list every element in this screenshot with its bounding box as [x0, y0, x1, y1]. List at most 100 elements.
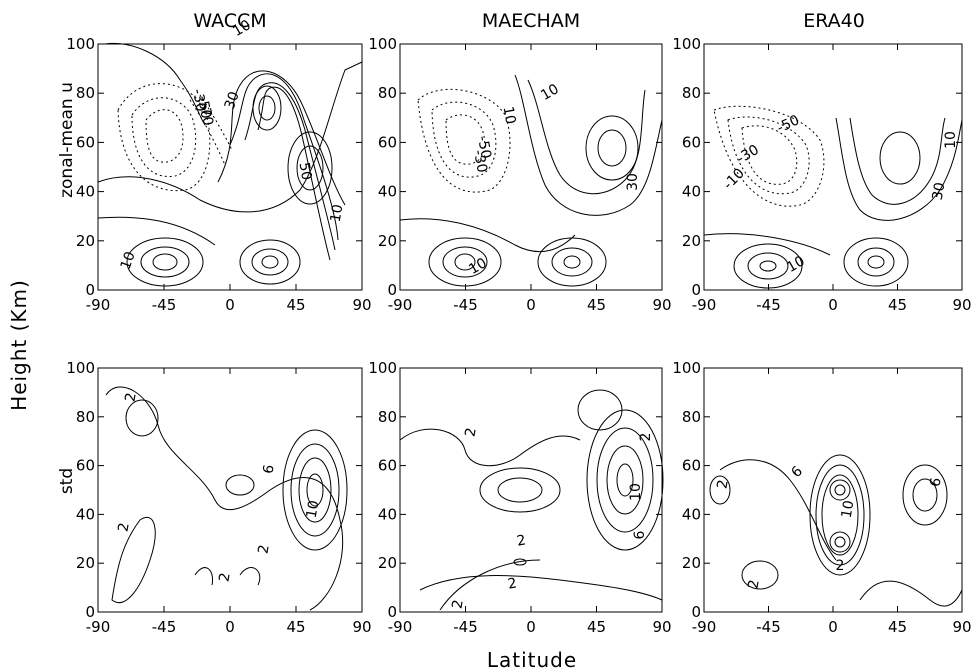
contour-label: 10: [304, 499, 323, 519]
y-tick-label: 40: [76, 183, 95, 201]
x-tick-label: 90: [652, 618, 671, 636]
y-tick-label: 80: [378, 84, 397, 102]
y-tick-label: 100: [672, 359, 701, 377]
x-tick-label: -90: [86, 296, 111, 314]
panel-era40-std: -90 -45 0 45 90 0 20 40 60 80 100 2 2 6 6 10 2: [672, 359, 971, 636]
x-tick-label: 90: [652, 296, 671, 314]
x-tick-label: 45: [888, 296, 907, 314]
contour-label: 2: [255, 544, 272, 556]
contour-label: 10: [118, 250, 139, 272]
row-label-zonal-mean-u: zonal-mean u: [57, 82, 77, 198]
x-tick-label: -45: [453, 296, 478, 314]
y-tick-label: 80: [378, 408, 397, 426]
y-tick-label: 60: [76, 457, 95, 475]
contour-label: 2: [714, 479, 731, 491]
x-tick-label: 45: [888, 618, 907, 636]
contour-label: -10: [720, 165, 747, 192]
x-tick-label: 90: [352, 296, 371, 314]
y-tick-label: 60: [682, 457, 701, 475]
x-tick-label: -90: [692, 618, 717, 636]
x-tick-label: -90: [388, 296, 413, 314]
contours-waccm-u: [97, 42, 363, 287]
y-tick-label: 40: [378, 505, 397, 523]
contours-era40-u: [703, 105, 963, 289]
y-tick-label: 60: [682, 133, 701, 151]
contour-label: -50: [474, 135, 494, 160]
contour-label: 10: [500, 105, 519, 125]
x-tick-label: 90: [952, 618, 971, 636]
y-tick-label: 20: [682, 554, 701, 572]
y-tick-label: 100: [66, 35, 95, 53]
contour-label: 2: [462, 427, 479, 439]
plot-frame: [97, 43, 363, 291]
contour-label: 10: [466, 255, 489, 278]
x-tick-label: 45: [587, 618, 606, 636]
contours-era40-std: [709, 454, 963, 607]
contour-label: 2: [115, 522, 132, 534]
y-tick-label: 0: [85, 603, 95, 621]
y-tick-label: 100: [66, 359, 95, 377]
contours-waccm-std: [105, 386, 348, 611]
y-tick-label: 80: [682, 408, 701, 426]
contour-label: 2: [516, 532, 528, 549]
panel-maecham-u: -90 -45 0 45 90 0 20 40 60 80 100 10 10 30 -30-50 10: [368, 35, 671, 314]
contour-label: 6: [927, 476, 944, 488]
contour-label: 10: [328, 203, 347, 223]
panel-waccm-std: -90 -45 0 45 90 0 20 40 60 80 100 2 2 2 2 6 10: [66, 359, 371, 636]
contour-label: 10: [839, 499, 858, 519]
contour-label: -30: [470, 149, 490, 174]
contour-label: 6: [788, 463, 806, 481]
x-tick-label: 0: [828, 296, 838, 314]
y-tick-label: 0: [691, 603, 701, 621]
x-tick-label: 0: [828, 618, 838, 636]
y-axis-label: Height (Km): [7, 279, 31, 411]
x-tick-label: -45: [152, 618, 177, 636]
plot-frame: [703, 367, 963, 613]
contour-label: 10: [230, 17, 253, 40]
x-axis-label: Latitude: [487, 648, 577, 671]
y-tick-label: 60: [378, 133, 397, 151]
y-tick-label: 20: [682, 232, 701, 250]
title-maecham: MAECHAM: [482, 10, 580, 32]
panel-waccm-u: -90 -45 0 45 900204060801001010305010-30-50-…: [66, 17, 371, 314]
x-tick-label: -45: [152, 296, 177, 314]
x-tick-label: 45: [286, 296, 305, 314]
y-tick-label: 20: [76, 232, 95, 250]
y-tick-label: 40: [682, 183, 701, 201]
contour-label: 10: [538, 81, 561, 104]
contours-maecham-u: [399, 74, 663, 287]
y-tick-label: 0: [691, 281, 701, 299]
x-tick-label: 0: [526, 296, 536, 314]
contour-label: 2: [216, 572, 233, 584]
contour-label: 6: [632, 530, 648, 539]
contour-label: 2: [745, 579, 762, 591]
row-label-std: std: [57, 468, 77, 494]
contour-label: -30: [734, 142, 762, 167]
y-tick-label: 80: [76, 84, 95, 102]
y-tick-label: 100: [368, 35, 397, 53]
x-tick-label: 45: [286, 618, 305, 636]
y-tick-label: 40: [378, 183, 397, 201]
y-tick-label: 0: [85, 281, 95, 299]
plot-frame: [399, 367, 663, 613]
x-tick-label: -90: [388, 618, 413, 636]
y-tick-label: 80: [682, 84, 701, 102]
contour-label: 2: [836, 558, 845, 574]
y-tick-label: 0: [387, 281, 397, 299]
x-tick-label: -45: [756, 618, 781, 636]
y-tick-label: 0: [387, 603, 397, 621]
title-era40: ERA40: [803, 10, 865, 32]
y-tick-label: 60: [76, 133, 95, 151]
x-tick-label: -90: [86, 618, 111, 636]
title-waccm: WACCM: [193, 10, 266, 32]
x-tick-label: 0: [225, 618, 235, 636]
contour-label: 30: [625, 173, 641, 191]
contour-label: 50: [296, 161, 315, 181]
contour-label: 2: [122, 392, 139, 404]
y-tick-label: 80: [76, 408, 95, 426]
contour-label: 30: [222, 90, 243, 112]
y-tick-label: 100: [672, 35, 701, 53]
y-tick-label: 40: [682, 505, 701, 523]
